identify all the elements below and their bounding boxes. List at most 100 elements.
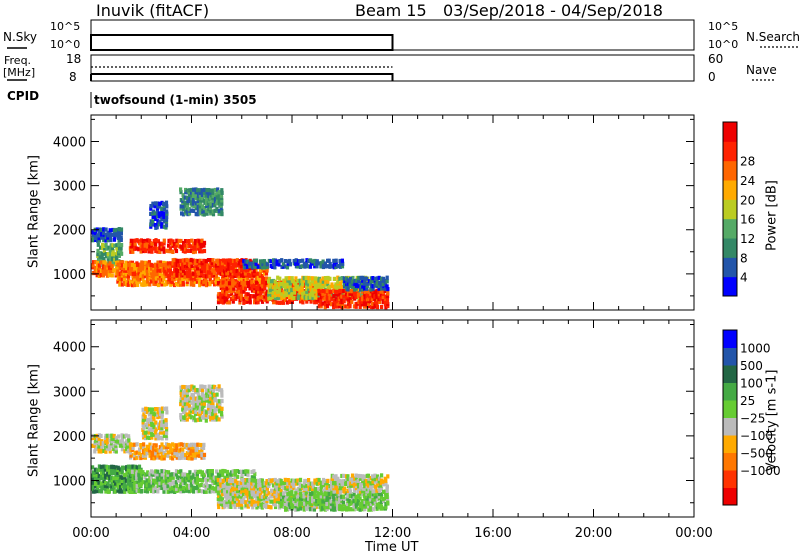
velocity-cell (343, 486, 347, 491)
power-cell (141, 276, 145, 281)
velocity-cell (189, 395, 193, 400)
velocity-cell (298, 477, 303, 482)
power-cell (119, 248, 123, 253)
velocity-cell (192, 489, 196, 494)
velocity-cell (116, 488, 120, 493)
velocity-cell (344, 479, 348, 484)
freq-tick-top: 18 (66, 52, 82, 66)
velocity-cell (279, 478, 283, 484)
power-cell (204, 279, 209, 284)
power-cell (272, 278, 276, 284)
power-cell (244, 277, 248, 282)
velocity-ytick-label: 3000 (53, 385, 86, 400)
power-cell (369, 284, 373, 289)
velocity-cell (195, 480, 199, 486)
power-cell (250, 280, 254, 285)
power-cell (340, 264, 345, 269)
velocity-cell (91, 486, 95, 491)
velocity-cell (193, 453, 197, 458)
velocity-cell (242, 492, 246, 497)
power-cell (363, 278, 367, 283)
velocity-cell (129, 486, 133, 491)
power-cell (257, 283, 261, 289)
power-cell (288, 279, 292, 284)
power-cell (353, 278, 357, 284)
power-cell (304, 261, 309, 266)
power-cell (166, 263, 170, 268)
power-cell (229, 289, 233, 294)
power-cell (238, 266, 242, 271)
velocity-cell (219, 473, 223, 478)
power-cell (313, 287, 317, 292)
velocity-cell (317, 481, 322, 486)
velocity-cell (179, 442, 183, 447)
velocity-cell (303, 503, 307, 508)
velocity-cell (116, 481, 120, 486)
velocity-cell (354, 504, 359, 509)
velocity-cell (234, 479, 238, 484)
power-cell (317, 261, 321, 266)
power-cell (191, 258, 195, 263)
velocity-cell (156, 415, 160, 420)
power-cell (340, 258, 344, 263)
velocity-cell (149, 430, 154, 435)
velocity-cell (208, 472, 212, 477)
power-cell (311, 293, 315, 298)
power-cell (127, 274, 131, 279)
power-cell (348, 279, 352, 284)
velocity-cell (156, 453, 160, 458)
velocity-cell (342, 479, 346, 484)
velocity-cell (223, 475, 227, 480)
velocity-cell (340, 479, 344, 484)
velocity-cell (146, 447, 150, 452)
power-cell (267, 292, 271, 297)
velocity-cell (365, 487, 369, 492)
velocity-cell (340, 494, 344, 499)
velocity-cell (116, 475, 120, 480)
velocity-cell (385, 494, 389, 499)
power-cell (137, 277, 141, 282)
velocity-cell (211, 480, 215, 485)
power-cell (131, 280, 135, 285)
power-cell (196, 203, 200, 208)
power-cell (217, 209, 221, 214)
velocity-cell (235, 496, 239, 501)
power-cell (377, 297, 381, 302)
power-ytick-label: 2000 (53, 224, 86, 239)
x-tick-label: 16:00 (474, 526, 511, 541)
power-cell (185, 263, 189, 269)
velocity-cell (338, 489, 342, 494)
velocity-cell (280, 497, 284, 502)
power-cell (154, 281, 158, 287)
velocity-cell (195, 474, 199, 479)
velocity-cell (167, 470, 171, 475)
power-cell (371, 284, 375, 289)
power-cell (360, 289, 364, 294)
power-cell (296, 287, 301, 292)
power-cell (385, 284, 389, 289)
velocity-cell (158, 407, 162, 412)
velocity-cell (303, 484, 307, 489)
power-colorbar-tick: 4 (740, 271, 748, 285)
velocity-cell (143, 451, 147, 456)
velocity-cell (235, 488, 240, 494)
velocity-cell (332, 474, 336, 479)
velocity-cell (106, 465, 110, 470)
power-cell (328, 264, 332, 269)
velocity-cell (204, 418, 208, 423)
power-cell (338, 264, 342, 269)
power-cell (332, 261, 336, 266)
power-cell (152, 279, 156, 284)
velocity-cell (271, 483, 276, 488)
velocity-cell (255, 496, 259, 501)
power-cell (113, 235, 117, 240)
nsky-trace (90, 34, 394, 51)
power-cell (262, 259, 267, 264)
power-cell (357, 296, 361, 301)
velocity-cell (93, 489, 97, 494)
power-ytick-label: 4000 (53, 135, 86, 150)
velocity-colorbar-tick: −500 (740, 447, 773, 461)
velocity-cell (231, 491, 235, 496)
power-cell (227, 300, 232, 305)
velocity-cell (123, 475, 127, 480)
